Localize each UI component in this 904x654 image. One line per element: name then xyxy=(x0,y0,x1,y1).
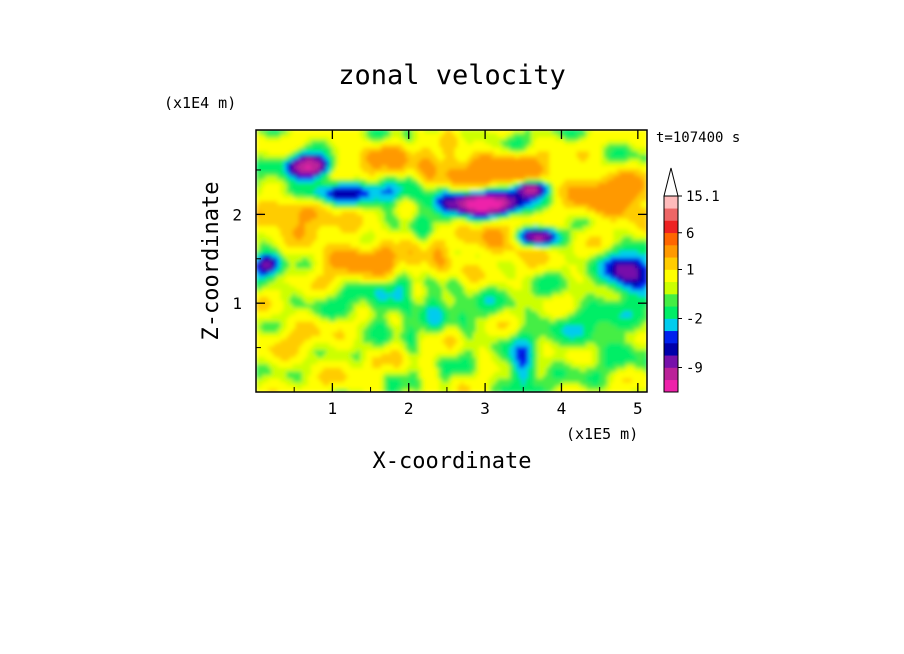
colorbar-swatch xyxy=(664,245,678,258)
colorbar-tick-label: 15.1 xyxy=(686,189,720,205)
x-tick-label: 1 xyxy=(328,399,338,418)
colorbar-swatch xyxy=(664,281,678,295)
x-tick-label: 3 xyxy=(480,399,490,418)
colorbar-swatch xyxy=(664,343,678,356)
x-tick-label: 5 xyxy=(633,399,643,418)
y-tick-label: 2 xyxy=(232,205,242,224)
chart-title: zonal velocity xyxy=(338,60,566,91)
colorbar-swatch xyxy=(664,355,678,368)
y-multiplier-label: (x1E4 m) xyxy=(164,94,236,112)
x-tick-label: 4 xyxy=(557,399,567,418)
colorbar-swatch xyxy=(664,269,678,283)
colorbar-swatch xyxy=(664,232,678,246)
colorbar-swatch xyxy=(664,306,678,319)
colorbar-tick-label: 6 xyxy=(686,226,694,242)
colorbar-extend-arrow xyxy=(663,167,679,197)
colorbar-swatch xyxy=(664,208,678,221)
colorbar-swatch xyxy=(664,294,678,307)
x-tick-label: 2 xyxy=(404,399,414,418)
x-axis-label: X-coordinate xyxy=(373,449,532,474)
colorbar-swatch xyxy=(664,379,678,393)
plot-frame xyxy=(255,129,648,393)
colorbar: 15.1 6 1 -2 -9 xyxy=(663,167,720,393)
colorbar-swatch xyxy=(664,257,678,270)
x-multiplier-label: (x1E5 m) xyxy=(566,425,638,443)
y-tick-label: 1 xyxy=(232,294,242,313)
colorbar-tick-label: -2 xyxy=(686,312,703,328)
colorbar-swatch xyxy=(664,367,678,381)
x-axis: 1 2 3 4 5 xyxy=(293,130,643,418)
colorbar-swatch xyxy=(664,196,678,209)
time-label: t=107400 s xyxy=(656,130,740,146)
colorbar-tick-label: 1 xyxy=(686,263,694,279)
y-axis: 12 xyxy=(232,169,647,349)
heatmap-field xyxy=(256,130,647,392)
colorbar-swatch xyxy=(664,220,678,234)
y-axis-label: Z-coordinate xyxy=(199,182,224,341)
colorbar-tick-label: -9 xyxy=(686,361,703,377)
colorbar-swatch xyxy=(664,318,678,332)
colorbar-swatch xyxy=(664,330,678,344)
